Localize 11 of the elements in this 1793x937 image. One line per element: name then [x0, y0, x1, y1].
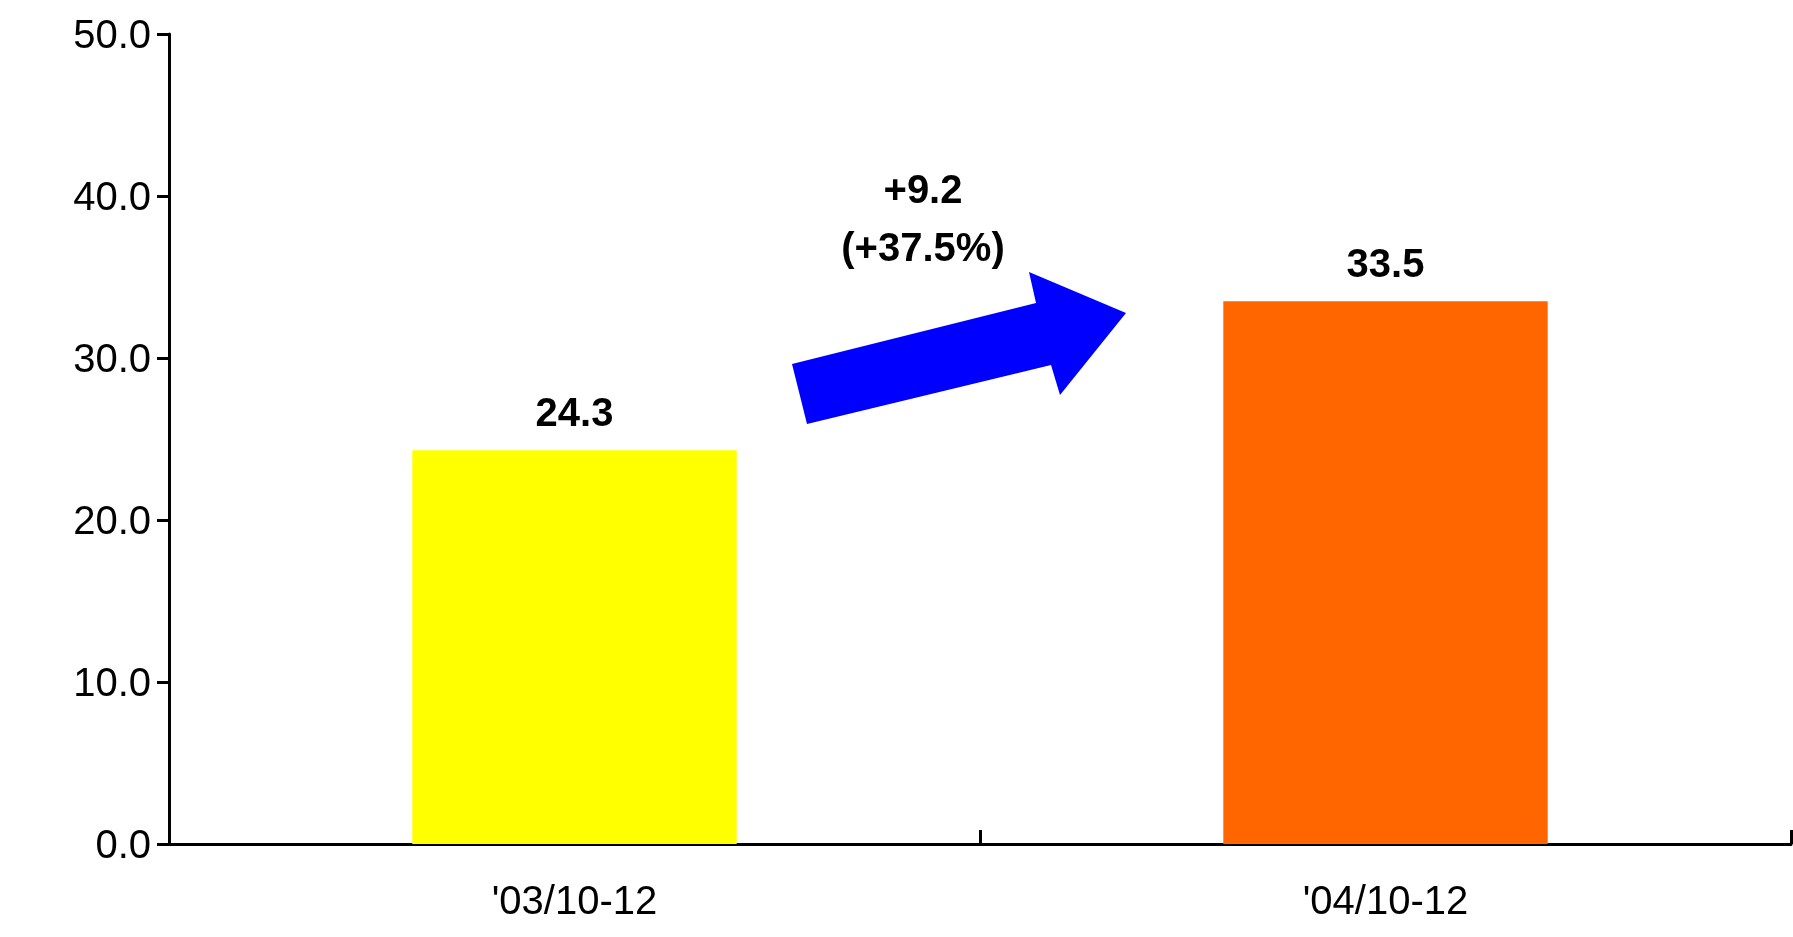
y-tick-label: 20.0	[73, 498, 151, 542]
y-tick-label: 30.0	[73, 336, 151, 380]
y-tick-label: 40.0	[73, 174, 151, 218]
x-tick-label: '04/10-12	[1302, 878, 1469, 922]
data-label: 33.5	[1346, 241, 1425, 286]
y-tick-label: 10.0	[73, 660, 151, 704]
x-tick-label: '03/10-12	[491, 878, 658, 922]
data-label: 24.3	[535, 390, 614, 435]
y-tick-label: 50.0	[73, 12, 151, 56]
annotation: +9.2 (+37.5%)	[841, 167, 1005, 269]
y-tick-label: 0.0	[95, 822, 151, 866]
